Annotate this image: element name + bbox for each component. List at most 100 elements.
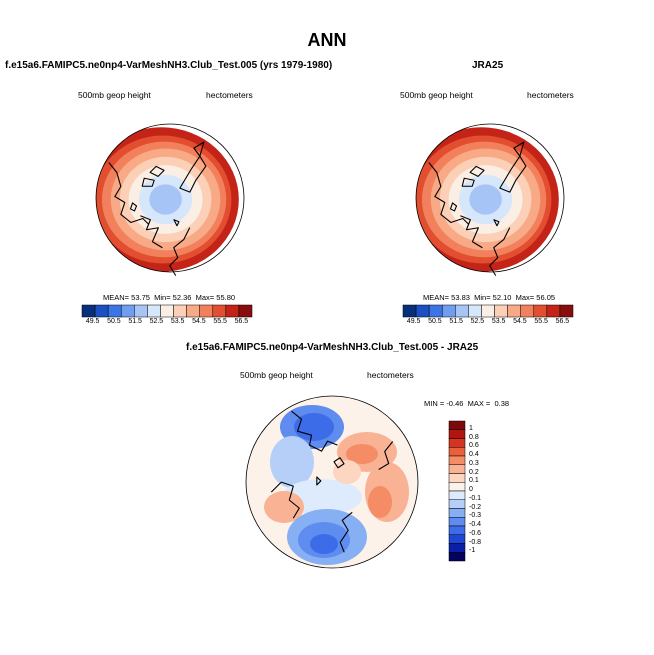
panel3-title: f.e15a6.FAMIPC5.ne0np4-VarMeshNH3.Club_T… bbox=[186, 342, 479, 353]
coastline bbox=[460, 215, 483, 249]
map-field bbox=[246, 396, 418, 568]
coastline bbox=[129, 202, 180, 227]
colorbar-tick-label: 49.5 bbox=[406, 318, 421, 325]
colorbar-tick-label: 52.5 bbox=[149, 318, 164, 325]
panel1-max-label: Max= bbox=[195, 293, 215, 302]
colorbar-tick-label: 50.5 bbox=[107, 318, 121, 325]
coastline bbox=[140, 215, 163, 249]
coastline bbox=[378, 441, 394, 471]
colorbar-box bbox=[448, 490, 466, 500]
coastline bbox=[489, 227, 511, 276]
colorbar-tick-label: 56.5 bbox=[234, 318, 249, 325]
panel2-mean-label: MEAN= bbox=[423, 293, 450, 302]
panel2-max-label: Max= bbox=[515, 293, 535, 302]
colorbar-box bbox=[120, 304, 135, 318]
colorbar-box bbox=[199, 304, 214, 318]
colorbar-tick-label: 0.4 bbox=[469, 451, 479, 458]
panel2-max-value: 56.05 bbox=[536, 293, 556, 302]
panel1-map bbox=[95, 123, 245, 276]
colorbar-tick-label: 1 bbox=[469, 424, 473, 432]
contour-band bbox=[469, 184, 502, 215]
anomaly-region bbox=[270, 436, 314, 488]
coastline bbox=[179, 141, 207, 193]
colorbar-box bbox=[520, 304, 535, 318]
colorbar-box bbox=[448, 499, 466, 509]
colorbar-box bbox=[441, 304, 456, 318]
colorbar-box bbox=[225, 304, 240, 318]
colorbar-box bbox=[468, 304, 482, 318]
map-border bbox=[415, 123, 565, 273]
panel3-min-value: -0.46 bbox=[446, 399, 464, 408]
colorbar-box bbox=[455, 304, 469, 318]
colorbar-tick-label: 53.5 bbox=[170, 318, 185, 325]
figure-title: ANN bbox=[307, 30, 347, 50]
colorbar-box bbox=[212, 304, 227, 318]
colorbar-tick-label: 0.2 bbox=[469, 468, 479, 476]
colorbar-tick-label: 0 bbox=[469, 486, 473, 493]
map-border bbox=[245, 395, 419, 569]
colorbar-box bbox=[448, 429, 466, 439]
colorbar-tick-label: 49.5 bbox=[85, 318, 100, 325]
colorbar-tick-label: -0.8 bbox=[469, 538, 482, 546]
colorbar-tick-label: -1 bbox=[469, 547, 476, 555]
panel2-left-label: 500mb geop height bbox=[400, 90, 473, 100]
colorbar-box bbox=[533, 304, 548, 318]
colorbar-tick-label: 0.3 bbox=[469, 459, 479, 467]
coastline bbox=[291, 410, 338, 452]
panel3-map bbox=[245, 395, 419, 569]
coastline bbox=[108, 162, 150, 225]
panel3-min-label: MIN = bbox=[424, 399, 445, 408]
coastline bbox=[270, 481, 300, 519]
colorbar-tick-label: 54.5 bbox=[513, 318, 527, 325]
colorbar-box bbox=[559, 304, 574, 318]
panel3-max-value: 0.38 bbox=[494, 399, 510, 408]
colorbar-box bbox=[134, 304, 148, 318]
colorbar-box bbox=[481, 304, 495, 318]
panel3-right-label: hectometers bbox=[367, 370, 414, 380]
colorbar-box bbox=[448, 438, 466, 448]
panel3-left-label: 500mb geop height bbox=[240, 370, 313, 380]
colorbar-box bbox=[448, 525, 466, 535]
coastline bbox=[449, 202, 500, 227]
map-field bbox=[96, 127, 239, 272]
colorbar-tick-label: 0.6 bbox=[469, 442, 479, 450]
contour-band bbox=[149, 184, 182, 215]
colorbar-tick-label: 55.5 bbox=[534, 318, 548, 325]
colorbar-box bbox=[448, 517, 466, 527]
coastline bbox=[169, 227, 191, 276]
colorbar-tick-label: 53.5 bbox=[491, 318, 506, 325]
panel2-colorbar bbox=[402, 304, 574, 318]
colorbar-box bbox=[448, 447, 466, 457]
colorbar-tick-label: -0.6 bbox=[469, 529, 482, 537]
panel2-min-label: Min= bbox=[474, 293, 491, 302]
colorbar-box bbox=[546, 304, 561, 318]
panel1-left-label: 500mb geop height bbox=[78, 90, 151, 100]
colorbar-box bbox=[448, 508, 466, 518]
colorbar-box bbox=[448, 420, 466, 430]
colorbar-box bbox=[147, 304, 161, 318]
colorbar-box bbox=[160, 304, 174, 318]
colorbar-tick-label: 0.8 bbox=[469, 433, 479, 441]
colorbar-box bbox=[494, 304, 508, 318]
colorbar-box bbox=[238, 304, 253, 318]
colorbar-tick-label: 51.5 bbox=[449, 318, 463, 325]
panel2-min-value: 52.10 bbox=[492, 293, 512, 302]
colorbar-box bbox=[415, 304, 430, 318]
colorbar-box bbox=[507, 304, 521, 318]
colorbar-tick-label: -0.4 bbox=[469, 521, 482, 528]
colorbar-tick-label: 51.5 bbox=[128, 318, 142, 325]
panel2-right-label: hectometers bbox=[527, 90, 574, 100]
panel1-min-value: 52.36 bbox=[172, 293, 192, 302]
colorbar-box bbox=[448, 534, 466, 544]
coastline bbox=[339, 511, 353, 553]
colorbar-box bbox=[107, 304, 122, 318]
colorbar-box bbox=[448, 482, 466, 492]
anomaly-region bbox=[333, 460, 361, 484]
colorbar-box bbox=[186, 304, 200, 318]
panel1-right-label: hectometers bbox=[206, 90, 253, 100]
colorbar-box bbox=[173, 304, 187, 318]
coastline bbox=[461, 165, 485, 187]
coastline bbox=[428, 162, 470, 225]
coastline bbox=[141, 165, 165, 187]
colorbar-box bbox=[448, 464, 466, 474]
